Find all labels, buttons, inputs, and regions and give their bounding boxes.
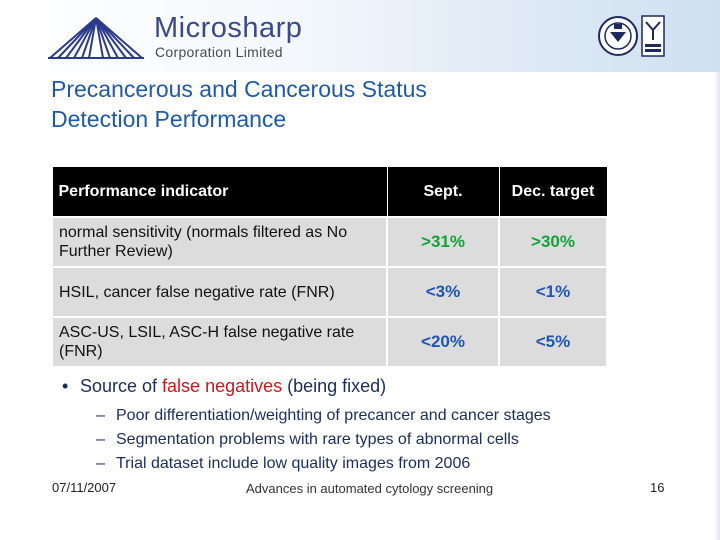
row-indicator: ASC-US, LSIL, ASC-H false negative rate … — [51, 316, 388, 368]
brand-subtitle: Corporation Limited — [155, 44, 283, 60]
row-dec-value: <5% — [498, 316, 608, 368]
performance-table: Performance indicator Sept. Dec. target … — [51, 166, 608, 368]
table-row: normal sensitivity (normals filtered as … — [51, 216, 608, 268]
column-header-indicator: Performance indicator — [51, 166, 388, 218]
main-bullet: • Source of false negatives (being fixed) — [62, 376, 386, 397]
list-item: – Trial dataset include low quality image… — [96, 452, 551, 476]
ukas-mark-icon — [641, 15, 665, 57]
slide-title: Precancerous and Cancerous Status Detect… — [51, 76, 427, 132]
row-sept-value: <3% — [386, 266, 500, 318]
sub-bullet-text: Trial dataset include low quality images… — [116, 455, 471, 472]
dash-marker: – — [96, 407, 105, 424]
row-sept-value: <20% — [386, 316, 500, 368]
certification-seal-icon — [598, 16, 638, 56]
table-header-row: Performance indicator Sept. Dec. target — [51, 166, 608, 218]
sub-bullet-text: Segmentation problems with rare types of… — [116, 431, 519, 448]
bullet-text-pre: Source of — [80, 376, 163, 396]
row-dec-value: >30% — [498, 216, 608, 268]
footer-date: 07/11/2007 — [52, 480, 117, 495]
list-item: – Poor differentiation/weighting of preca… — [96, 404, 551, 428]
side-band — [714, 72, 720, 540]
microsharp-logo — [48, 17, 144, 59]
dash-marker: – — [96, 431, 105, 448]
row-sept-value: >31% — [386, 216, 500, 268]
sub-bullet-list: – Poor differentiation/weighting of preca… — [96, 404, 551, 476]
row-dec-value: <1% — [498, 266, 608, 318]
page-number: 16 — [650, 480, 665, 495]
row-indicator: HSIL, cancer false negative rate (FNR) — [51, 266, 388, 318]
bullet-highlight: false negatives — [162, 376, 283, 396]
bullet-text-post: (being fixed) — [282, 376, 387, 396]
certification-marks — [598, 15, 665, 57]
column-header-dec-target: Dec. target — [498, 166, 608, 218]
bullet-marker: • — [62, 376, 69, 396]
column-header-sept: Sept. — [386, 166, 500, 218]
table-row: ASC-US, LSIL, ASC-H false negative rate … — [51, 316, 608, 368]
dash-marker: – — [96, 455, 105, 472]
table-row: HSIL, cancer false negative rate (FNR) <… — [51, 266, 608, 318]
sub-bullet-text: Poor differentiation/weighting of precan… — [116, 407, 551, 424]
list-item: – Segmentation problems with rare types o… — [96, 428, 551, 452]
row-indicator: normal sensitivity (normals filtered as … — [51, 216, 388, 268]
brand-name: Microsharp — [154, 12, 303, 44]
footer-title: Advances in automated cytology screening — [246, 481, 494, 496]
